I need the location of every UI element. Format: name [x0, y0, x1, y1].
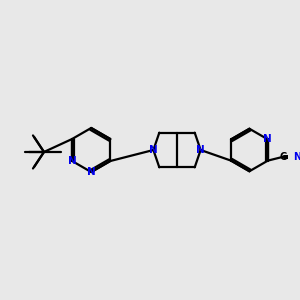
Text: N: N	[263, 134, 272, 144]
Text: N: N	[68, 156, 76, 166]
Text: C: C	[280, 152, 287, 162]
Text: N: N	[196, 145, 205, 155]
Text: N: N	[293, 152, 300, 162]
Text: N: N	[149, 145, 158, 155]
Text: N: N	[87, 167, 96, 177]
